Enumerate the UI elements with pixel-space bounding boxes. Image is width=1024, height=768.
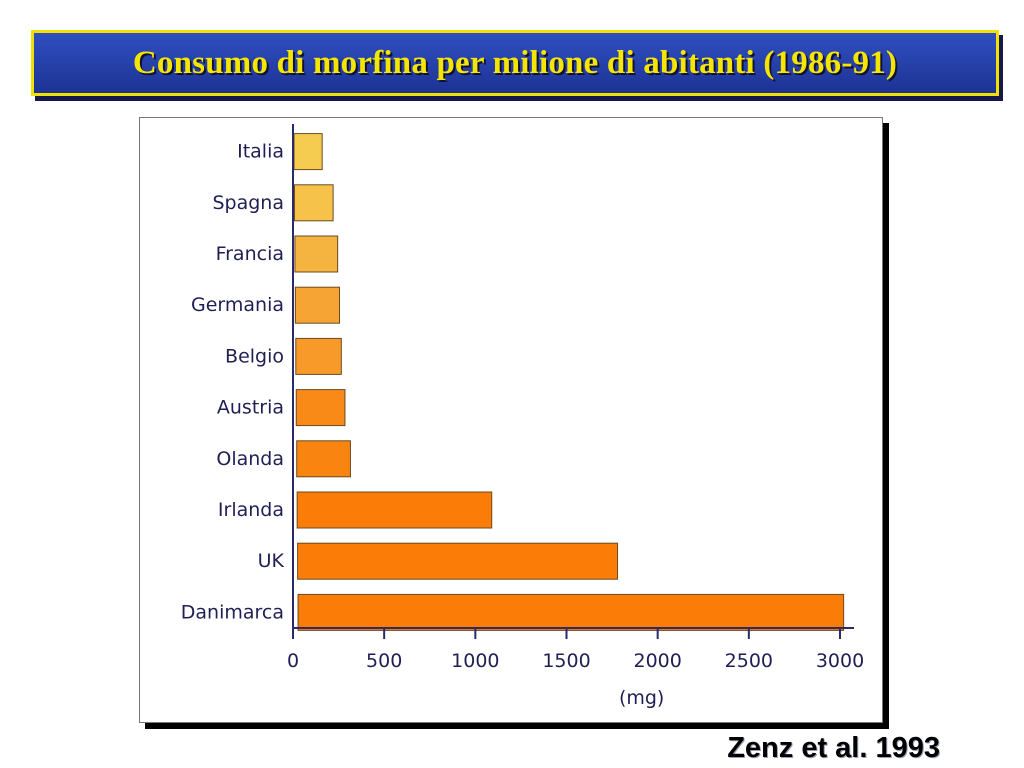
x-tick-label: 1000 bbox=[451, 650, 499, 672]
bar bbox=[297, 542, 619, 580]
category-label: Irlanda bbox=[218, 499, 284, 521]
bar bbox=[294, 286, 340, 324]
category-label: Austria bbox=[217, 397, 284, 419]
x-tick-label: 3000 bbox=[816, 650, 864, 672]
bar bbox=[293, 133, 323, 171]
title-banner: Consumo di morfina per milione di abitan… bbox=[31, 30, 999, 96]
citation: Zenz et al. 1993 bbox=[727, 732, 940, 764]
category-label: Danimarca bbox=[181, 601, 284, 623]
category-label: Germania bbox=[191, 294, 284, 316]
category-label: Belgio bbox=[225, 345, 284, 367]
x-axis-label: (mg) bbox=[619, 687, 664, 709]
slide-title: Consumo di morfina per milione di abitan… bbox=[132, 44, 898, 81]
bar bbox=[295, 389, 346, 427]
x-tick-label: 1500 bbox=[542, 650, 590, 672]
category-label: Spagna bbox=[212, 192, 284, 214]
category-label: UK bbox=[258, 550, 285, 572]
x-tick-label: 2000 bbox=[633, 650, 681, 672]
category-label: Italia bbox=[237, 141, 284, 163]
category-label: Francia bbox=[216, 243, 284, 265]
bar bbox=[296, 440, 351, 478]
x-tick-label: 0 bbox=[287, 650, 299, 672]
bar bbox=[297, 593, 845, 631]
bar-chart: Italia Spagna Francia Germania Belgio Austria… bbox=[181, 124, 864, 709]
x-tick-label: 500 bbox=[366, 650, 402, 672]
category-label: Olanda bbox=[216, 448, 284, 470]
bar bbox=[294, 235, 339, 273]
bar bbox=[295, 337, 342, 375]
bar bbox=[296, 491, 493, 529]
x-tick-label: 2500 bbox=[725, 650, 773, 672]
bar bbox=[293, 184, 334, 222]
chart-frame: Italia Spagna Francia Germania Belgio Austria… bbox=[139, 117, 883, 723]
